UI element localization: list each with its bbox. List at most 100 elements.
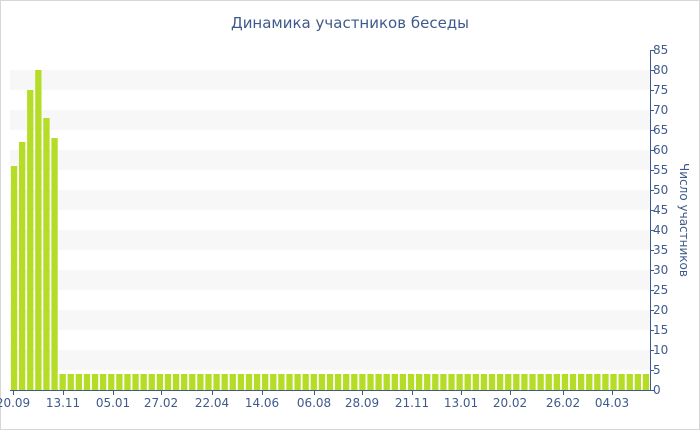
x-tick-label: 22.04 <box>195 396 229 410</box>
bar <box>132 374 139 390</box>
bar <box>181 374 188 390</box>
y-tick-label: 60 <box>653 143 668 157</box>
grid-band <box>10 310 650 330</box>
y-tick-label: 20 <box>653 303 668 317</box>
bar <box>480 374 488 390</box>
x-tick-label: 26.02 <box>546 396 580 410</box>
bar <box>278 374 285 390</box>
bar <box>189 374 196 390</box>
bar <box>326 374 334 390</box>
y-tick-label: 70 <box>653 103 668 117</box>
bar <box>43 118 50 390</box>
bar <box>253 374 261 390</box>
bar <box>586 374 593 390</box>
bar <box>464 374 471 390</box>
bar <box>407 374 415 390</box>
bar <box>488 374 496 390</box>
bar <box>213 374 220 390</box>
bar <box>35 70 42 390</box>
y-tick-label: 10 <box>653 343 668 357</box>
bar <box>545 374 552 390</box>
bar <box>553 374 560 390</box>
grid-band <box>10 110 650 130</box>
x-tick-label: 14.06 <box>245 396 279 410</box>
bar <box>496 374 504 390</box>
y-tick-label: 25 <box>653 283 668 297</box>
bar <box>513 374 520 390</box>
bar <box>634 374 642 390</box>
bar <box>577 374 585 390</box>
grid-band <box>10 270 650 290</box>
x-tick-label: 20.02 <box>493 396 527 410</box>
bar <box>205 374 212 390</box>
bar <box>270 374 277 390</box>
x-tick-label: 06.08 <box>297 396 331 410</box>
bar <box>140 374 147 390</box>
bars <box>10 70 650 390</box>
bar <box>197 374 204 390</box>
y-tick-label: 15 <box>653 323 668 337</box>
bar <box>27 90 34 390</box>
bar <box>424 374 431 390</box>
bar <box>521 374 528 390</box>
x-tick-label: 13.01 <box>444 396 478 410</box>
y-tick-label: 30 <box>653 263 668 277</box>
grid-band <box>10 70 650 90</box>
bar <box>221 374 228 390</box>
bar <box>359 374 366 390</box>
bar <box>383 374 390 390</box>
bar <box>294 374 301 390</box>
bar <box>245 374 253 390</box>
bar <box>391 374 398 390</box>
bar <box>310 374 317 390</box>
y-tick-label: 65 <box>653 123 668 137</box>
x-tick-label: 13.11 <box>46 396 80 410</box>
x-tick-label: 04.03 <box>595 396 629 410</box>
grid-band <box>10 190 650 210</box>
bar <box>537 374 544 390</box>
bar <box>100 374 107 390</box>
bar <box>229 374 236 390</box>
y-tick-label: 35 <box>653 243 668 257</box>
bar <box>108 374 115 390</box>
y-tick-label: 45 <box>653 203 668 217</box>
bar <box>116 374 123 390</box>
y-axis-label: Число участников <box>677 163 691 277</box>
y-tick-label: 80 <box>653 63 668 77</box>
bar <box>75 374 83 390</box>
bar <box>10 166 18 390</box>
y-tick-label: 75 <box>653 83 668 97</box>
bar <box>18 142 26 390</box>
y-tick-label: 50 <box>653 183 668 197</box>
bar <box>415 374 423 390</box>
x-tick-label: 27.02 <box>144 396 178 410</box>
bar <box>626 374 633 390</box>
x-tick-label: 05.01 <box>96 396 130 410</box>
bar <box>51 138 58 390</box>
x-tick-label: 21.11 <box>395 396 429 410</box>
bar <box>262 374 269 390</box>
bar <box>472 374 479 390</box>
bar <box>602 374 609 390</box>
bar <box>318 374 326 390</box>
grid-band <box>10 150 650 170</box>
bar <box>67 374 74 390</box>
bar <box>156 374 164 390</box>
bar <box>286 374 293 390</box>
y-ticks: 0 5 10 15 20 25 30 35 40 45 50 55 60 65 70 75 80 85 <box>650 43 668 397</box>
bar <box>124 374 131 390</box>
bar <box>529 374 536 390</box>
bar <box>440 374 447 390</box>
y-tick-label: 40 <box>653 223 668 237</box>
bar <box>343 374 350 390</box>
bar <box>367 374 374 390</box>
bar <box>302 374 309 390</box>
bar <box>91 374 99 390</box>
bar <box>456 374 463 390</box>
y-tick-label: 5 <box>653 363 661 377</box>
bar <box>642 374 650 390</box>
x-tick-label: 20.09 <box>0 396 30 410</box>
bar <box>351 374 358 390</box>
bar <box>375 374 382 390</box>
bar <box>237 374 245 390</box>
